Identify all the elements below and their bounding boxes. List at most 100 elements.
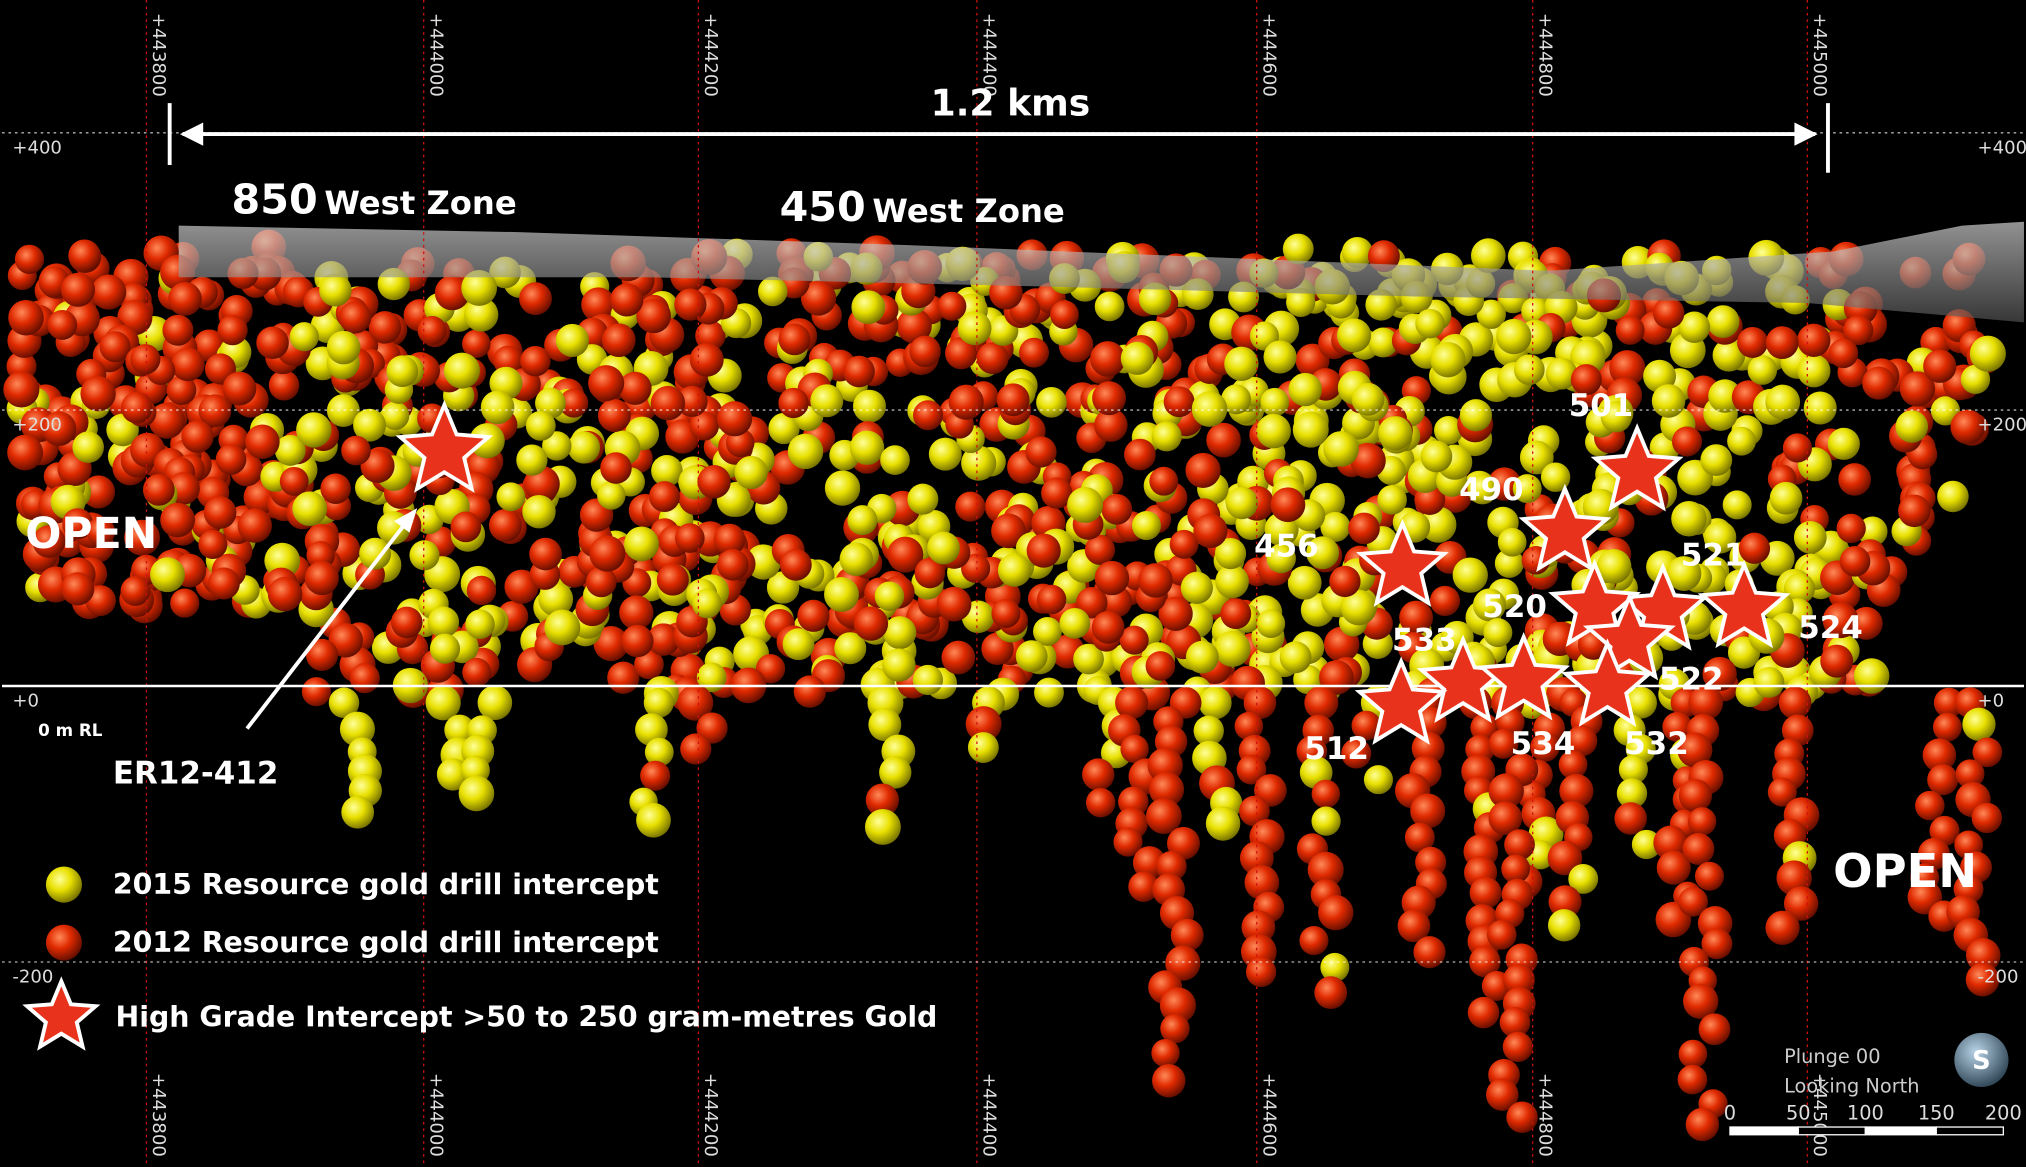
sphere [1365,289,1397,321]
sphere [171,347,205,382]
sphere [1765,910,1800,945]
sphere [621,624,654,658]
sphere [1671,501,1707,537]
sphere [349,663,380,694]
sphere [488,508,522,542]
sphere [644,737,674,767]
sphere [1306,536,1340,570]
sphere [1050,300,1079,330]
sphere [1678,886,1708,917]
sphere [1600,401,1632,433]
sphere [810,384,844,418]
sphere [651,455,683,487]
sphere [1270,487,1306,523]
sphere [619,595,654,630]
sphere [429,633,461,664]
sphere [1501,854,1531,884]
sphere [1513,354,1545,386]
sphere [647,623,680,656]
legend-swatch [45,924,82,961]
sphere [207,567,240,600]
sphere [1950,409,1986,445]
sphere [1566,725,1598,757]
sphere [1025,436,1057,468]
sphere [1781,714,1814,747]
sphere [1351,710,1382,741]
sphere [464,297,499,332]
sphere [800,280,837,316]
sphere [519,282,552,316]
sphere [1820,644,1854,678]
sphere [1245,956,1277,988]
sphere [927,531,960,565]
sphere [1420,440,1453,473]
sphere [588,365,625,402]
sphere [674,288,707,321]
sphere [1615,315,1645,345]
sphere [874,581,905,612]
intercept-label: 501 [1569,388,1634,424]
sphere [1115,686,1149,720]
sphere [466,575,497,606]
sphere [353,408,386,442]
sphere [1570,364,1602,396]
sphere [1712,338,1746,372]
sphere [326,394,360,427]
sphere [689,342,724,377]
sphere [997,553,1032,587]
sphere [1323,431,1359,467]
sphere [1314,976,1348,1010]
sphere [1702,656,1737,692]
sphere [1502,1031,1533,1063]
sphere [1972,737,2003,768]
sphere [961,445,997,481]
sphere [610,283,644,317]
sphere [1224,346,1259,381]
sphere [1922,738,1957,772]
sphere [1895,410,1929,443]
sphere [824,577,859,612]
sphere [1377,485,1407,515]
sphere [1927,764,1959,796]
sphere [80,376,116,412]
sphere [1415,308,1445,339]
easting-label: +444400 [978,1073,999,1157]
sphere [1827,427,1860,460]
sphere [824,470,861,506]
sphere [1279,641,1312,674]
callout-arrowhead [394,508,418,533]
sphere [166,375,197,406]
sphere [148,402,185,439]
sphere [965,706,1002,743]
sphere [130,344,161,375]
sphere [444,714,476,746]
sphere [417,316,447,345]
sphere [1091,610,1125,644]
elevation-label: +200 [12,415,62,436]
high-grade-star [1561,638,1654,727]
zone-name: West Zone [872,192,1064,230]
sphere [427,606,460,638]
sphere [1685,1107,1720,1142]
sphere [1687,807,1717,836]
sphere [462,657,492,687]
sphere [170,588,200,618]
sphere [643,687,674,718]
sphere [1828,338,1859,369]
sphere [256,326,289,360]
sphere [215,444,247,475]
sphere [3,371,40,408]
sphere [1765,384,1801,420]
sphere [717,401,753,437]
sphere [168,282,202,316]
sphere [338,301,372,334]
sphere [1558,750,1588,780]
sphere [1769,481,1803,515]
intercept-label: 521 [1681,538,1746,574]
scale-label: 100 [1847,1102,1884,1125]
sphere [222,371,257,406]
sphere [912,664,944,696]
sphere [1547,909,1581,942]
sphere [1698,1013,1731,1046]
sphere [782,628,815,661]
